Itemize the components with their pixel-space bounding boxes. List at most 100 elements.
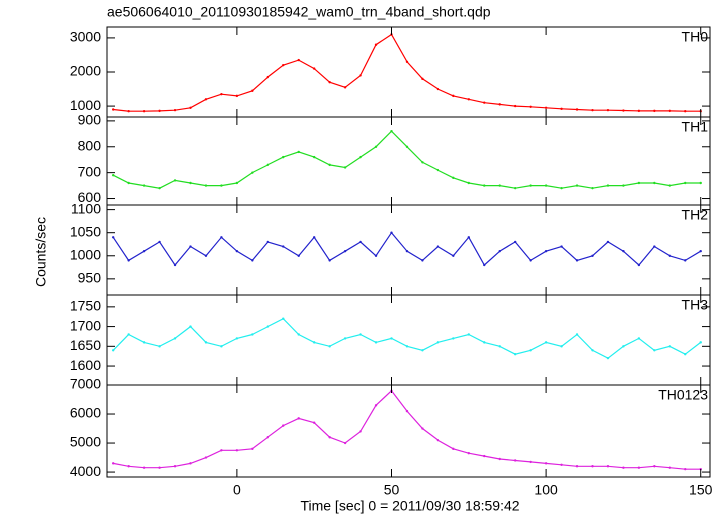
data-point — [343, 337, 347, 340]
data-point — [359, 74, 362, 77]
data-point — [127, 465, 130, 468]
data-point — [544, 184, 548, 187]
data-point — [297, 417, 300, 420]
data-point — [266, 240, 269, 244]
data-point — [498, 345, 501, 348]
data-point — [343, 441, 347, 445]
data-line — [112, 317, 702, 359]
data-point — [189, 245, 192, 248]
y-tick-label: 1650 — [70, 337, 101, 353]
data-point — [374, 254, 378, 257]
data-point — [142, 249, 146, 253]
y-tick-label: 5000 — [70, 434, 101, 450]
panel-frame — [106, 294, 711, 386]
data-point — [637, 337, 641, 340]
data-point — [189, 106, 192, 109]
data-point — [282, 155, 285, 159]
data-point — [560, 345, 563, 348]
data-point — [467, 333, 470, 336]
data-point — [220, 92, 223, 96]
data-point — [173, 465, 177, 468]
x-tick-label: 0 — [233, 482, 241, 498]
data-point — [513, 186, 517, 190]
y-tick-label: 700 — [78, 163, 102, 179]
y-tick-label: 4000 — [70, 463, 101, 479]
data-point — [421, 161, 424, 164]
data-point — [591, 254, 594, 257]
data-point — [189, 325, 192, 328]
data-point — [297, 333, 300, 336]
data-point — [452, 337, 455, 340]
data-point — [622, 466, 625, 469]
data-point — [251, 259, 254, 262]
data-point — [328, 259, 331, 262]
panel-frame — [106, 116, 711, 206]
data-point — [668, 466, 671, 469]
data-point — [266, 325, 269, 328]
data-point — [699, 249, 702, 253]
data-point — [452, 176, 455, 180]
data-point — [452, 447, 455, 451]
data-point — [343, 249, 347, 253]
data-point — [142, 341, 146, 344]
data-point — [467, 236, 470, 239]
data-point — [204, 341, 208, 344]
data-point — [653, 245, 656, 248]
data-point — [606, 184, 610, 187]
data-point — [699, 341, 702, 344]
data-point — [513, 353, 517, 356]
data-point — [142, 466, 146, 469]
data-point — [359, 430, 362, 433]
data-point — [297, 58, 300, 62]
data-point — [483, 101, 486, 104]
data-point — [251, 171, 254, 174]
data-line — [113, 33, 701, 112]
data-point — [312, 155, 316, 159]
data-point — [111, 174, 115, 177]
data-point — [251, 333, 254, 336]
data-point — [637, 263, 641, 267]
data-point — [653, 181, 656, 185]
data-point — [575, 184, 579, 187]
data-point — [405, 249, 409, 253]
data-point — [111, 349, 115, 352]
data-point — [235, 249, 239, 253]
data-point — [374, 341, 378, 344]
data-point — [467, 98, 470, 101]
y-tick-label: 7000 — [70, 376, 101, 392]
data-point — [158, 186, 161, 190]
data-point — [390, 130, 393, 133]
data-point — [235, 94, 239, 98]
data-point — [421, 77, 424, 81]
data-point — [544, 249, 548, 253]
data-point — [220, 236, 223, 239]
data-point — [142, 110, 146, 113]
x-tick-label: 150 — [689, 482, 713, 498]
y-tick-label: 1700 — [70, 317, 101, 333]
data-point — [204, 456, 208, 459]
data-point — [637, 181, 641, 185]
data-point — [405, 145, 409, 148]
data-point — [204, 98, 208, 101]
data-point — [127, 110, 130, 113]
data-point — [668, 345, 671, 348]
data-point — [328, 436, 331, 439]
data-point — [436, 341, 440, 344]
data-point — [467, 181, 470, 185]
data-point — [513, 104, 517, 108]
data-point — [606, 356, 610, 360]
data-point — [668, 184, 671, 187]
data-point — [699, 181, 702, 185]
data-point — [374, 43, 378, 46]
data-point — [591, 349, 594, 352]
data-point — [606, 108, 610, 112]
data-point — [127, 181, 130, 185]
data-point — [266, 75, 269, 79]
data-point — [544, 106, 548, 109]
data-point — [513, 459, 517, 462]
data-point — [591, 186, 594, 190]
data-point — [189, 462, 192, 465]
x-tick-label: 100 — [534, 482, 558, 498]
data-point — [591, 108, 594, 112]
data-point — [498, 457, 501, 461]
